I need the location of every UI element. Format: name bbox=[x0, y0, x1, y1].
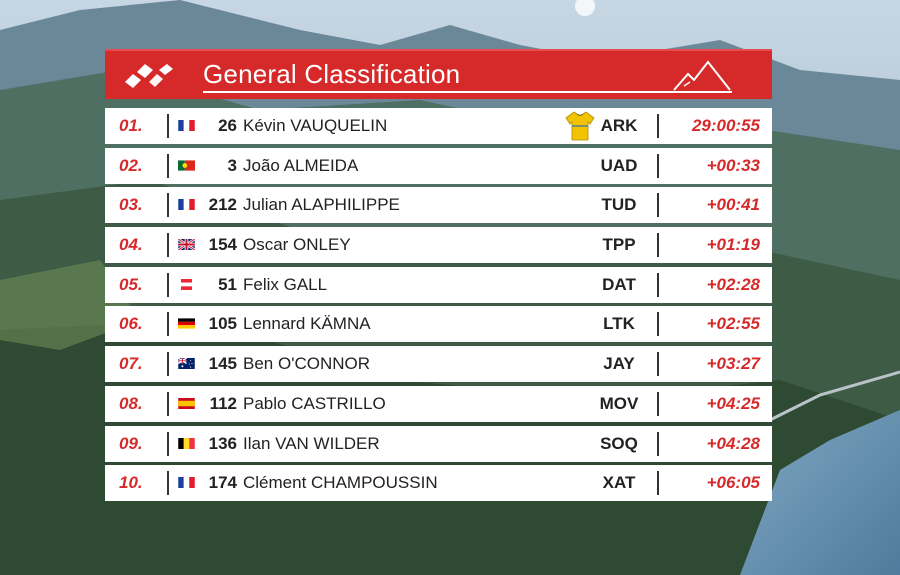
gap-time: +00:41 bbox=[706, 195, 760, 215]
rider-name: Kévin VAUQUELIN bbox=[243, 116, 388, 135]
team-code: SOQ bbox=[600, 433, 638, 453]
gap-time: +04:28 bbox=[706, 433, 760, 453]
flag-fr-icon bbox=[178, 120, 195, 131]
rider-name: Ben O'CONNOR bbox=[243, 354, 370, 374]
gap-time: +01:19 bbox=[706, 235, 760, 255]
divider bbox=[657, 431, 659, 456]
page-title: General Classification bbox=[203, 59, 461, 89]
divider bbox=[657, 233, 659, 258]
rider-name: Julian ALAPHILIPPE bbox=[243, 195, 400, 215]
rider-number: 145 bbox=[208, 354, 237, 374]
standings-row-10: 10. 174 Clément CHAMPOUSSIN XAT +06:05 bbox=[105, 465, 772, 502]
rider-number: 136 bbox=[208, 433, 237, 453]
gap-time: +02:28 bbox=[706, 274, 760, 294]
flag-es-icon bbox=[178, 397, 195, 409]
position: 01. bbox=[119, 116, 143, 135]
rider-number: 51 bbox=[218, 274, 237, 294]
team-code: TPP bbox=[602, 235, 636, 255]
rider-name: Oscar ONLEY bbox=[243, 235, 351, 255]
team-code: XAT bbox=[602, 473, 636, 493]
divider bbox=[657, 114, 659, 138]
rider-name: Pablo CASTRILLO bbox=[243, 393, 386, 413]
position: 04. bbox=[119, 235, 143, 255]
gap-time: 29:00:55 bbox=[691, 116, 760, 135]
team-code: UAD bbox=[600, 155, 638, 175]
divider bbox=[657, 352, 659, 377]
team-code: MOV bbox=[599, 393, 639, 413]
general-classification-panel: General Classification 01. 26 Kévin VAUQ… bbox=[105, 49, 772, 505]
divider bbox=[167, 431, 169, 456]
divider bbox=[167, 471, 169, 496]
rider-name: Ilan VAN WILDER bbox=[243, 433, 380, 453]
standings-row-4: 04. 154 Oscar ONLEY TPP +01:19 bbox=[105, 227, 772, 264]
panel-header: General Classification bbox=[105, 49, 772, 99]
divider bbox=[167, 153, 169, 178]
team-code: LTK bbox=[603, 314, 635, 334]
rider-name: Lennard KÄMNA bbox=[243, 314, 371, 334]
team-code: ARK bbox=[600, 116, 638, 135]
rider-name: Felix GALL bbox=[243, 274, 328, 294]
flag-gb-icon bbox=[178, 239, 195, 251]
gap-time: +03:27 bbox=[706, 354, 760, 374]
standings-row-1: 01. 26 Kévin VAUQUELIN ARK 29:00:55 bbox=[105, 108, 772, 144]
title-underline bbox=[203, 91, 732, 93]
standings-row-5: 05. 51 Felix GALL DAT +02:28 bbox=[105, 266, 772, 303]
team-code: DAT bbox=[602, 274, 636, 294]
team-code: JAY bbox=[603, 354, 635, 374]
standings-row-7: 07. 145 Ben O'CONNOR JAY +03:27 bbox=[105, 346, 772, 383]
divider bbox=[167, 352, 169, 377]
rider-number: 105 bbox=[208, 314, 237, 334]
standings-row-8: 08. 112 Pablo CASTRILLO MOV +04:25 bbox=[105, 385, 772, 422]
standings-row-3: 03. 212 Julian ALAPHILIPPE TUD +00:41 bbox=[105, 187, 772, 224]
rider-number: 174 bbox=[208, 473, 237, 493]
standings-row-6: 06. 105 Lennard KÄMNA LTK +02:55 bbox=[105, 306, 772, 343]
flag-be-icon bbox=[178, 437, 195, 449]
rider-number: 112 bbox=[209, 393, 237, 413]
checkered-flag-logo-icon bbox=[125, 64, 173, 88]
divider bbox=[167, 114, 169, 138]
gap-time: +04:25 bbox=[706, 393, 760, 413]
rider-name: João ALMEIDA bbox=[243, 155, 359, 175]
divider bbox=[167, 312, 169, 337]
standings-list: 01. 26 Kévin VAUQUELIN ARK 29:00:55 02. … bbox=[105, 108, 772, 502]
divider bbox=[657, 153, 659, 178]
gap-time: +02:55 bbox=[706, 314, 760, 334]
divider bbox=[167, 391, 169, 416]
divider bbox=[657, 193, 659, 218]
divider bbox=[657, 471, 659, 496]
divider bbox=[657, 312, 659, 337]
divider bbox=[657, 391, 659, 416]
flag-at-icon bbox=[178, 278, 195, 290]
yellow-jersey-icon bbox=[565, 110, 595, 142]
flag-fr-icon bbox=[178, 199, 195, 211]
gap-time: +06:05 bbox=[706, 473, 760, 493]
flag-pt-icon bbox=[178, 160, 195, 171]
position: 05. bbox=[119, 274, 143, 294]
rider-number: 212 bbox=[208, 195, 237, 215]
divider bbox=[657, 272, 659, 297]
flag-de-icon bbox=[178, 318, 195, 330]
rider-number: 154 bbox=[208, 235, 237, 255]
divider bbox=[167, 233, 169, 258]
rider-name: Clément CHAMPOUSSIN bbox=[243, 473, 438, 493]
team-code: TUD bbox=[601, 195, 637, 215]
divider bbox=[167, 193, 169, 218]
rider-number: 26 bbox=[218, 116, 237, 135]
position: 06. bbox=[119, 314, 143, 334]
rider-number: 3 bbox=[227, 155, 237, 175]
position: 08. bbox=[119, 393, 143, 413]
position: 02. bbox=[119, 155, 143, 175]
standings-row-2: 02. 3 João ALMEIDA UAD +00:33 bbox=[105, 147, 772, 184]
flag-fr-icon bbox=[178, 477, 195, 489]
position: 10. bbox=[119, 473, 143, 493]
position: 03. bbox=[119, 195, 143, 215]
standings-row-9: 09. 136 Ilan VAN WILDER SOQ +04:28 bbox=[105, 425, 772, 462]
flag-au-icon bbox=[178, 358, 195, 370]
divider bbox=[167, 272, 169, 297]
position: 07. bbox=[119, 354, 143, 374]
mountain-peaks-icon bbox=[673, 60, 731, 91]
position: 09. bbox=[119, 433, 143, 453]
gap-time: +00:33 bbox=[706, 155, 760, 175]
